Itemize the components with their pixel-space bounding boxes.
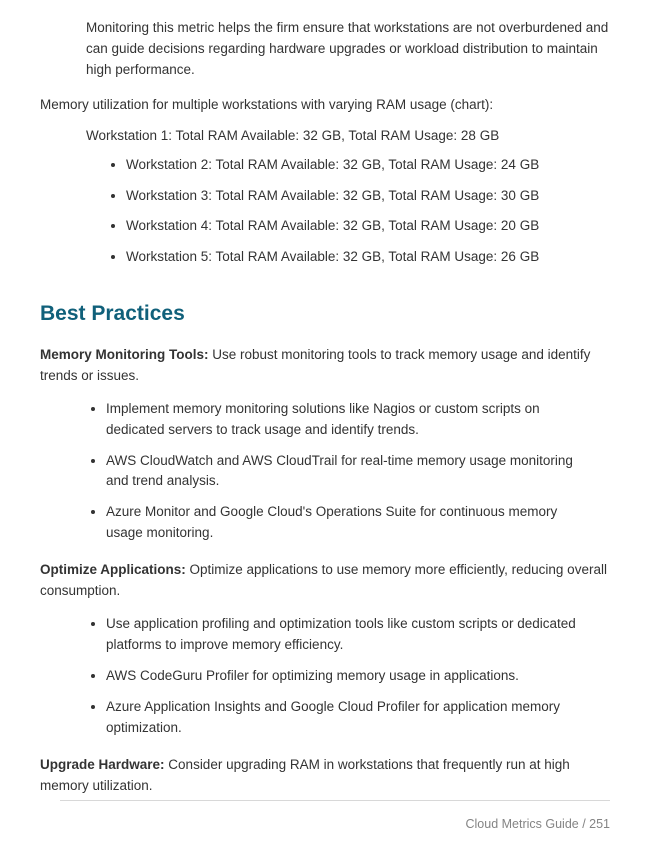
list-item: AWS CloudWatch and AWS CloudTrail for re… (106, 451, 580, 493)
practice-intro-upgrade: Upgrade Hardware: Consider upgrading RAM… (40, 755, 610, 797)
practice-intro-monitoring: Memory Monitoring Tools: Use robust moni… (40, 345, 610, 387)
workstation-1-line: Workstation 1: Total RAM Available: 32 G… (86, 126, 610, 147)
practice-list-optimize: Use application profiling and optimizati… (106, 614, 610, 739)
list-item: Azure Monitor and Google Cloud's Operati… (106, 502, 580, 544)
footer-text: Cloud Metrics Guide / 251 (465, 817, 610, 831)
list-item: Workstation 3: Total RAM Available: 32 G… (126, 186, 610, 207)
practice-intro-optimize: Optimize Applications: Optimize applicat… (40, 560, 610, 602)
practice-title: Upgrade Hardware: (40, 757, 165, 772)
section-heading-best-practices: Best Practices (40, 298, 610, 331)
practice-title: Memory Monitoring Tools: (40, 347, 209, 362)
list-item: Workstation 2: Total RAM Available: 32 G… (126, 155, 610, 176)
chart-label: Memory utilization for multiple workstat… (40, 95, 610, 116)
intro-paragraph: Monitoring this metric helps the firm en… (86, 18, 610, 81)
list-item: Use application profiling and optimizati… (106, 614, 580, 656)
list-item: AWS CodeGuru Profiler for optimizing mem… (106, 666, 580, 687)
list-item: Azure Application Insights and Google Cl… (106, 697, 580, 739)
practice-title: Optimize Applications: (40, 562, 186, 577)
list-item: Implement memory monitoring solutions li… (106, 399, 580, 441)
list-item: Workstation 4: Total RAM Available: 32 G… (126, 216, 610, 237)
workstation-list: Workstation 2: Total RAM Available: 32 G… (126, 155, 610, 269)
page-footer: Cloud Metrics Guide / 251 (60, 800, 610, 834)
practice-list-monitoring: Implement memory monitoring solutions li… (106, 399, 610, 545)
list-item: Workstation 5: Total RAM Available: 32 G… (126, 247, 610, 268)
